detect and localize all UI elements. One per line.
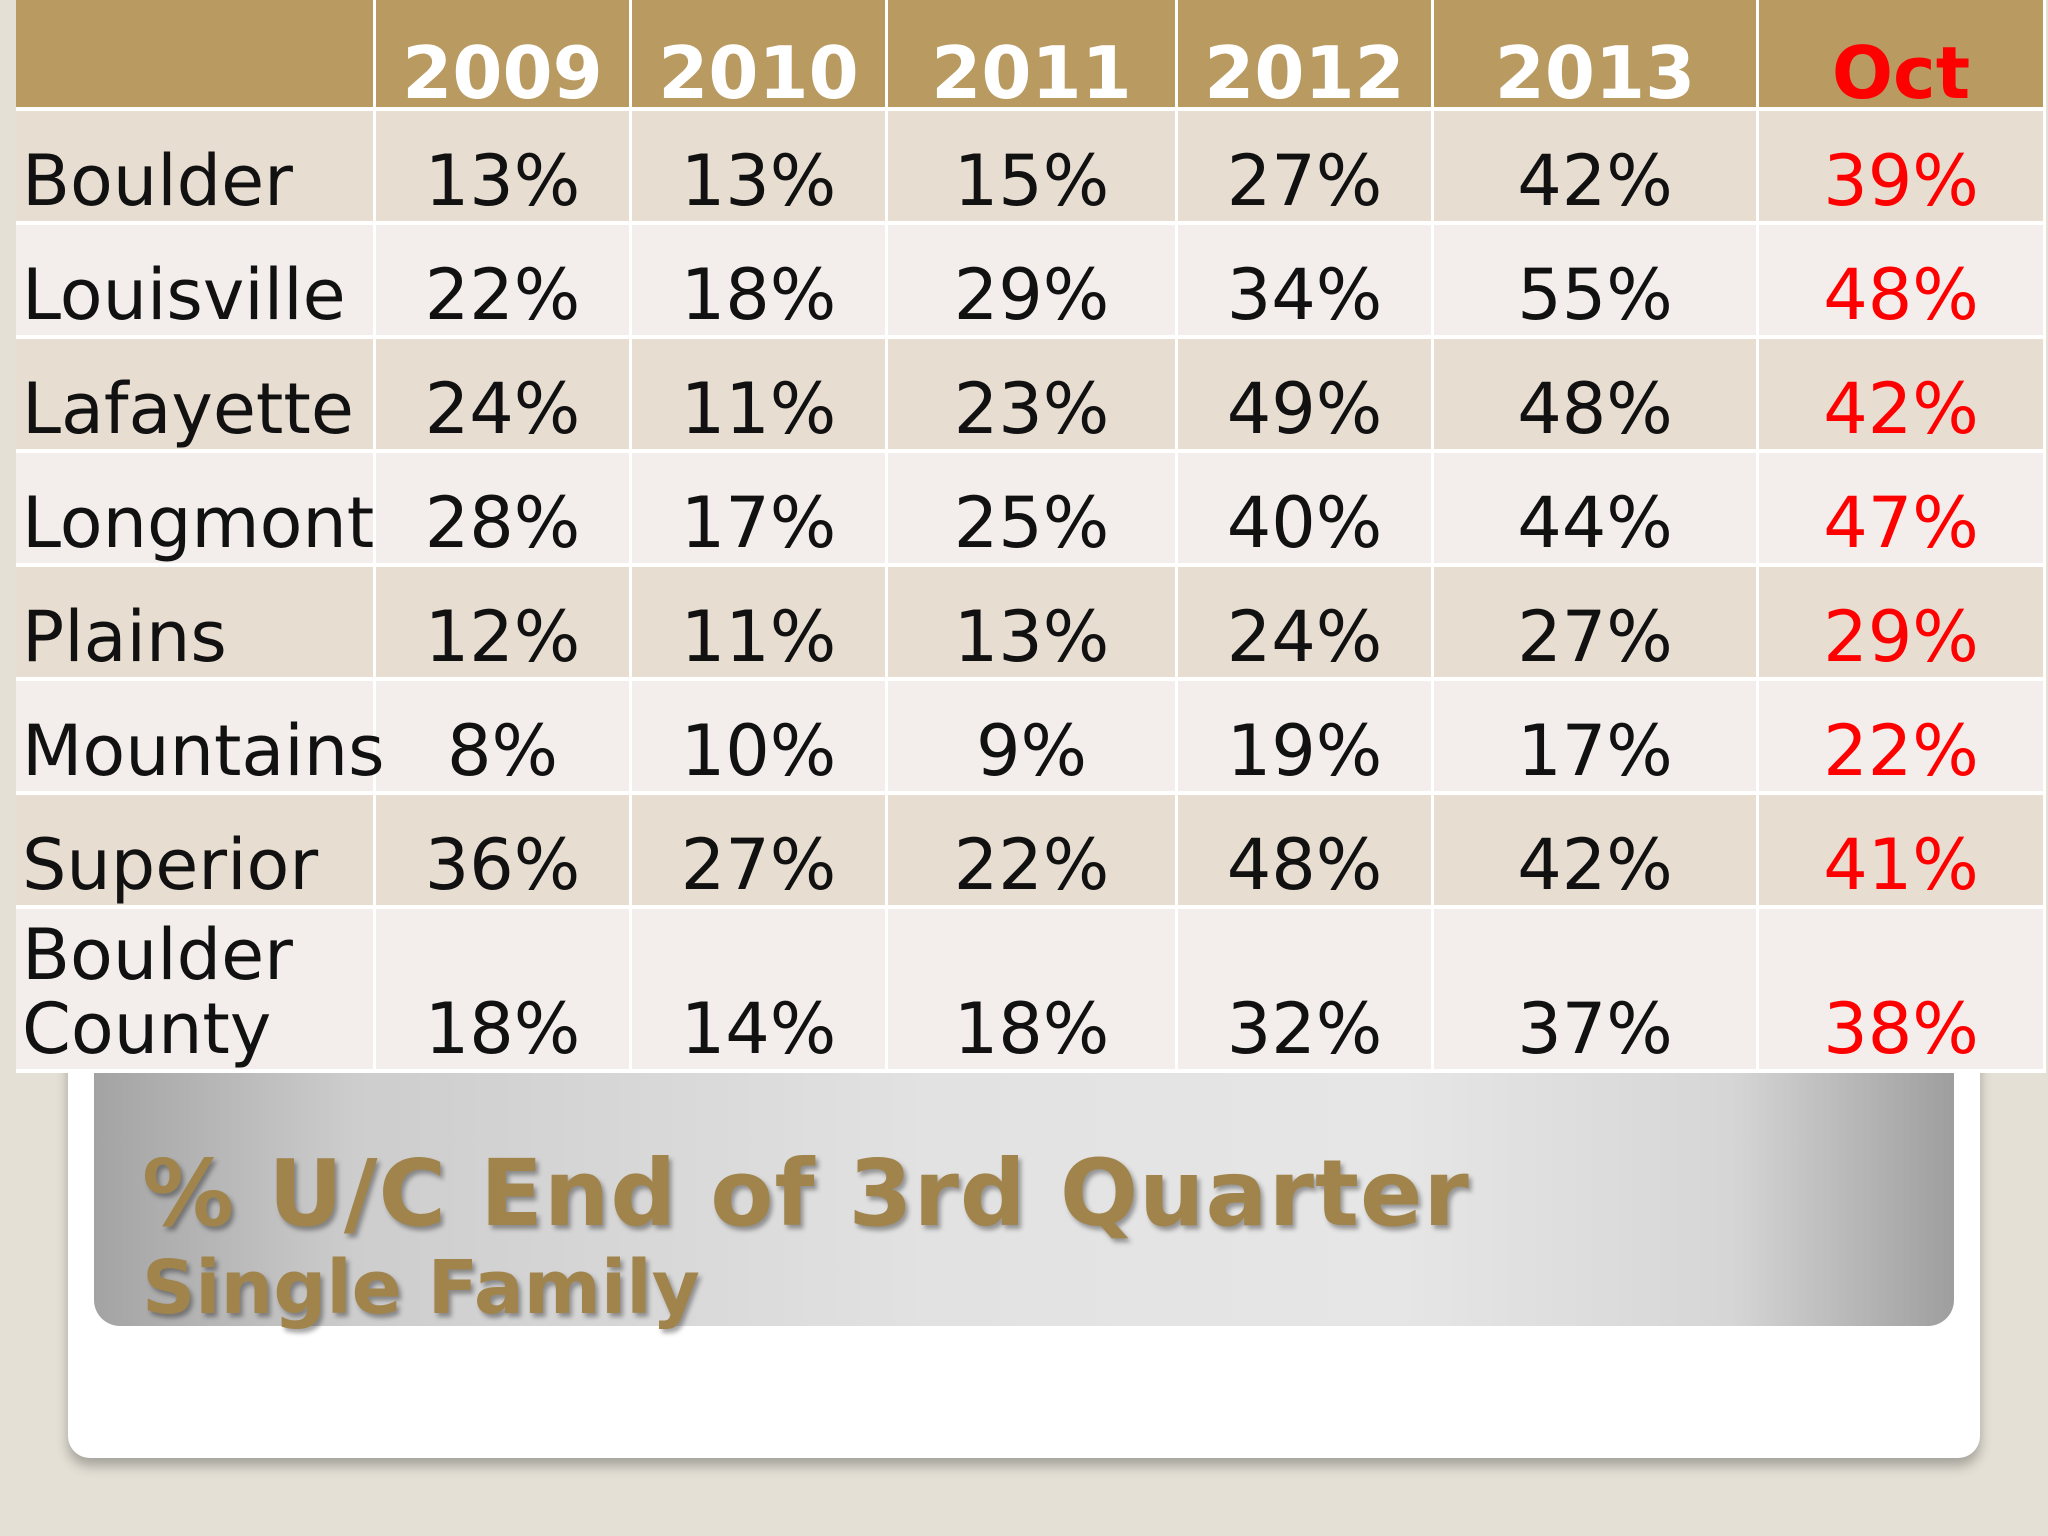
table-cell-oct: 39% xyxy=(1759,111,2046,225)
table-cell: 18% xyxy=(888,909,1178,1073)
table-row: Boulder County 18% 14% 18% 32% 37% 38% xyxy=(16,909,2046,1073)
table-cell: 12% xyxy=(376,567,632,681)
column-header-oct: Oct xyxy=(1759,0,2046,111)
table-row: Lafayette 24% 11% 23% 49% 48% 42% xyxy=(16,339,2046,453)
table-cell: 8% xyxy=(376,681,632,795)
table-cell: 25% xyxy=(888,453,1178,567)
table-cell-oct: 42% xyxy=(1759,339,2046,453)
table-cell-oct: 29% xyxy=(1759,567,2046,681)
table-cell: 11% xyxy=(632,339,888,453)
table-row: Louisville 22% 18% 29% 34% 55% 48% xyxy=(16,225,2046,339)
row-label: Superior xyxy=(16,795,376,909)
table-cell: 28% xyxy=(376,453,632,567)
table-cell: 48% xyxy=(1434,339,1759,453)
slide-subtitle: Single Family xyxy=(142,1245,700,1331)
row-label: Longmont xyxy=(16,453,376,567)
table-cell: 18% xyxy=(632,225,888,339)
table-cell-oct: 48% xyxy=(1759,225,2046,339)
table-cell: 55% xyxy=(1434,225,1759,339)
table-row: Longmont 28% 17% 25% 40% 44% 47% xyxy=(16,453,2046,567)
table-cell: 13% xyxy=(632,111,888,225)
column-header: 2009 xyxy=(376,0,632,111)
table-cell: 27% xyxy=(632,795,888,909)
table-cell: 17% xyxy=(632,453,888,567)
data-table: 2009 2010 2011 2012 2013 Oct Boulder 13%… xyxy=(16,0,2046,1073)
row-label: Mountains xyxy=(16,681,385,795)
table-cell: 34% xyxy=(1178,225,1434,339)
table-cell-oct: 47% xyxy=(1759,453,2046,567)
table-cell: 29% xyxy=(888,225,1178,339)
table-cell: 27% xyxy=(1434,567,1759,681)
table-row: Superior 36% 27% 22% 48% 42% 41% xyxy=(16,795,2046,909)
row-label: Boulder xyxy=(16,111,376,225)
column-header: 2013 xyxy=(1434,0,1759,111)
table-cell: 22% xyxy=(376,225,632,339)
table-cell: 14% xyxy=(632,909,888,1073)
table-cell: 27% xyxy=(1178,111,1434,225)
table-cell: 37% xyxy=(1434,909,1759,1073)
table-cell-oct: 41% xyxy=(1759,795,2046,909)
table-cell-oct: 38% xyxy=(1759,909,2046,1073)
row-label-line1: Boulder xyxy=(22,913,293,996)
column-header: 2012 xyxy=(1178,0,1434,111)
table-cell: 22% xyxy=(888,795,1178,909)
table-cell: 32% xyxy=(1178,909,1434,1073)
table-cell: 42% xyxy=(1434,111,1759,225)
table-cell: 44% xyxy=(1434,453,1759,567)
header-corner xyxy=(16,0,376,111)
table-cell: 23% xyxy=(888,339,1178,453)
table-cell-oct: 22% xyxy=(1759,681,2046,795)
table-cell: 9% xyxy=(888,681,1178,795)
column-header: 2010 xyxy=(632,0,888,111)
table-cell: 13% xyxy=(888,567,1178,681)
row-label-line2: County xyxy=(22,987,272,1070)
table-cell: 24% xyxy=(1178,567,1434,681)
table-row: Mountains 8% 10% 9% 19% 17% 22% xyxy=(16,681,2046,795)
table-cell: 17% xyxy=(1434,681,1759,795)
column-header: 2011 xyxy=(888,0,1178,111)
header-row: 2009 2010 2011 2012 2013 Oct xyxy=(16,0,2046,111)
row-label: Louisville xyxy=(16,225,376,339)
table-cell: 49% xyxy=(1178,339,1434,453)
table-cell: 36% xyxy=(376,795,632,909)
table-cell: 48% xyxy=(1178,795,1434,909)
table-row: Plains 12% 11% 13% 24% 27% 29% xyxy=(16,567,2046,681)
row-label: Plains xyxy=(16,567,376,681)
table-cell: 24% xyxy=(376,339,632,453)
table-row: Boulder 13% 13% 15% 27% 42% 39% xyxy=(16,111,2046,225)
table-cell: 18% xyxy=(376,909,632,1073)
slide-title: % U/C End of 3rd Quarter xyxy=(142,1140,1470,1247)
row-label: Lafayette xyxy=(16,339,376,453)
table-cell: 11% xyxy=(632,567,888,681)
table-cell: 19% xyxy=(1178,681,1434,795)
table-cell: 10% xyxy=(632,681,888,795)
row-label: Boulder County xyxy=(16,909,376,1073)
table-cell: 13% xyxy=(376,111,632,225)
table-cell: 42% xyxy=(1434,795,1759,909)
table-cell: 40% xyxy=(1178,453,1434,567)
table-cell: 15% xyxy=(888,111,1178,225)
